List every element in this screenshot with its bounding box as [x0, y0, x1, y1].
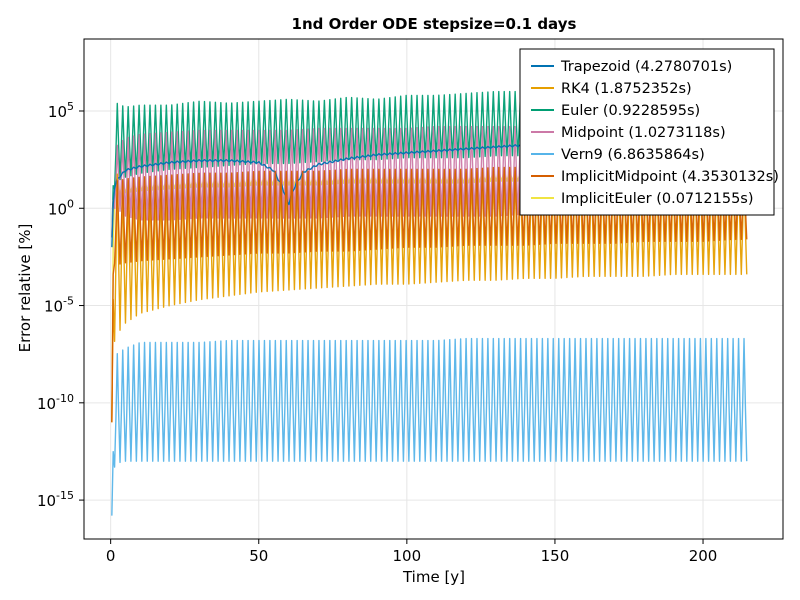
legend-label: Vern9 (6.8635864s): [561, 147, 705, 163]
x-tick-labels: 0 50 100 150 200: [106, 547, 717, 565]
y-tick-exponent: -15: [56, 489, 74, 502]
y-tick-base: 10: [37, 492, 56, 510]
x-tick-label: 200: [689, 547, 718, 565]
y-tick-label: 10-15: [37, 489, 74, 510]
y-tick-label: 10-10: [37, 392, 74, 413]
ticks: [79, 110, 704, 544]
plot-frame: [83, 38, 784, 540]
y-tick-exponent: -5: [63, 295, 74, 308]
legend-label: ImplicitMidpoint (4.3530132s): [561, 169, 779, 185]
x-tick-label: 50: [249, 547, 268, 565]
y-tick-base: 10: [44, 298, 63, 316]
legend-label: Midpoint (1.0273118s): [561, 125, 726, 141]
legend-label: ImplicitEuler (0.0712155s): [561, 191, 754, 207]
x-tick-label: 150: [541, 547, 570, 565]
x-tick-label: 100: [393, 547, 422, 565]
y-tick-exponent: -10: [56, 392, 74, 405]
y-tick-exponent: 0: [67, 197, 74, 210]
legend-label: Euler (0.9228595s): [561, 103, 700, 119]
chart-title: 1nd Order ODE stepsize=0.1 days: [292, 15, 577, 33]
y-axis-label: Error relative [%]: [16, 224, 34, 353]
series-line-vern9: [111, 337, 748, 516]
y-tick-exponent: 5: [67, 100, 74, 113]
legend-box: [519, 48, 775, 216]
legend-label: RK4 (1.8752352s): [561, 81, 692, 97]
x-tick-label: 0: [106, 547, 116, 565]
y-tick-base: 10: [48, 103, 67, 121]
y-tick-base: 10: [48, 200, 67, 218]
y-tick-label: 100: [48, 197, 74, 218]
legend-label: Trapezoid (4.2780701s): [560, 59, 732, 75]
y-tick-base: 10: [37, 395, 56, 413]
x-axis-label: Time [y]: [402, 568, 465, 586]
y-tick-label: 10-5: [44, 295, 74, 316]
legend: Trapezoid (4.2780701s) RK4 (1.8752352s) Eu…: [519, 48, 779, 216]
y-tick-label: 105: [48, 100, 74, 121]
